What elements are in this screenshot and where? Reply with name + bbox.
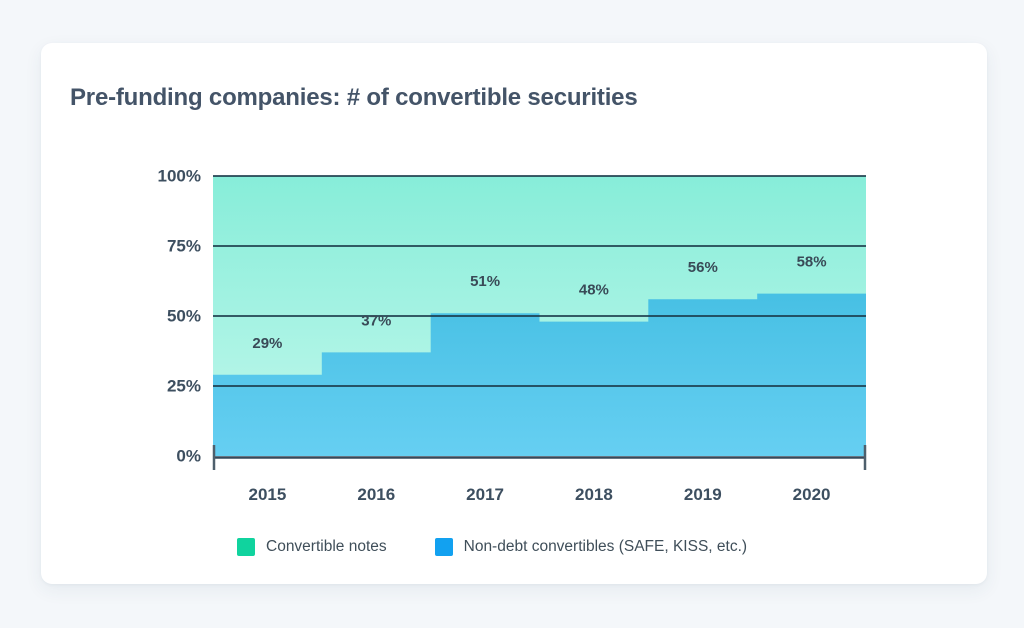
data-label: 56% (688, 259, 718, 276)
legend-swatch-non-debt-convertibles (434, 538, 453, 556)
data-label: 51% (470, 273, 500, 290)
x-axis-tick-label: 2016 (357, 485, 395, 504)
y-axis-tick-label: 100% (158, 167, 201, 186)
y-axis-tick-label: 75% (167, 237, 201, 256)
data-label: 37% (361, 312, 391, 329)
legend-swatch-convertible-notes (237, 538, 255, 556)
data-label: 48% (579, 282, 609, 299)
y-axis-tick-label: 0% (176, 447, 201, 466)
y-axis-tick-label: 50% (167, 307, 201, 326)
x-axis-tick-label: 2017 (466, 485, 504, 504)
legend-label-convertible-notes: Convertible notes (266, 538, 387, 555)
legend-item-non-debt-convertibles: Non-debt convertibles (SAFE, KISS, etc.) (434, 538, 748, 556)
chart-legend: Convertible notes Non-debt convertibles … (237, 538, 747, 556)
data-label: 29% (252, 335, 282, 352)
x-axis-tick-label: 2020 (793, 485, 831, 504)
chart-title: Pre-funding companies: # of convertible … (70, 84, 638, 111)
area-non-debt-convertibles (213, 293, 866, 456)
data-label: 58% (797, 254, 827, 271)
y-axis-tick-label: 25% (167, 377, 201, 396)
legend-item-convertible-notes: Convertible notes (237, 538, 387, 556)
x-axis-tick-label: 2018 (575, 485, 613, 504)
x-axis-tick-label: 2019 (684, 485, 722, 504)
legend-label-non-debt-convertibles: Non-debt convertibles (SAFE, KISS, etc.) (463, 538, 748, 555)
x-axis-tick-label: 2015 (248, 485, 286, 504)
